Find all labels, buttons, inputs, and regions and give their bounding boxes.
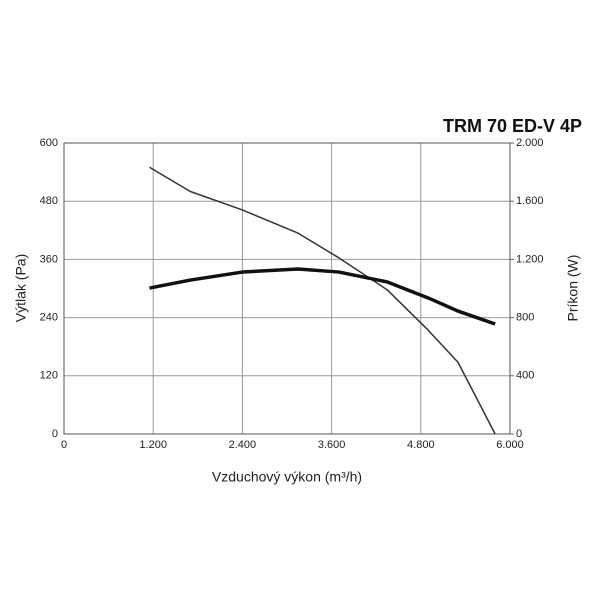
y-axis-label: Výtlak (Pa) [13,254,29,322]
y-tick-label: 120 [40,370,58,382]
y2-tick-label: 2.000 [516,137,544,149]
plot-frame [63,142,511,435]
x-tick-label: 3.600 [318,439,346,451]
chart-title: TRM 70 ED-V 4P [443,116,582,136]
y-tick-label: 600 [40,137,58,149]
y2-tick-label: 1.600 [516,195,544,207]
y2-tick-label: 0 [516,428,522,440]
x-tick-label: 6.000 [496,439,524,451]
y-tick-label: 0 [52,428,58,440]
data-line [149,166,496,435]
data-line [149,267,496,326]
x-tick-label: 2.400 [229,439,257,451]
y2-tick-label: 800 [516,312,534,324]
x-axis-label: Vzduchový výkon (m³/h) [212,469,362,485]
y-tick-label: 480 [40,195,58,207]
y-tick-label: 360 [40,253,58,265]
x-tick-label: 4.800 [407,439,435,451]
y2-tick-label: 400 [516,370,534,382]
x-tick-label: 0 [61,439,67,451]
y-tick-label: 240 [40,312,58,324]
y2-tick-label: 1.200 [516,253,544,265]
y2-axis-label: Príkon (W) [565,255,581,322]
x-tick-label: 1.200 [139,439,167,451]
